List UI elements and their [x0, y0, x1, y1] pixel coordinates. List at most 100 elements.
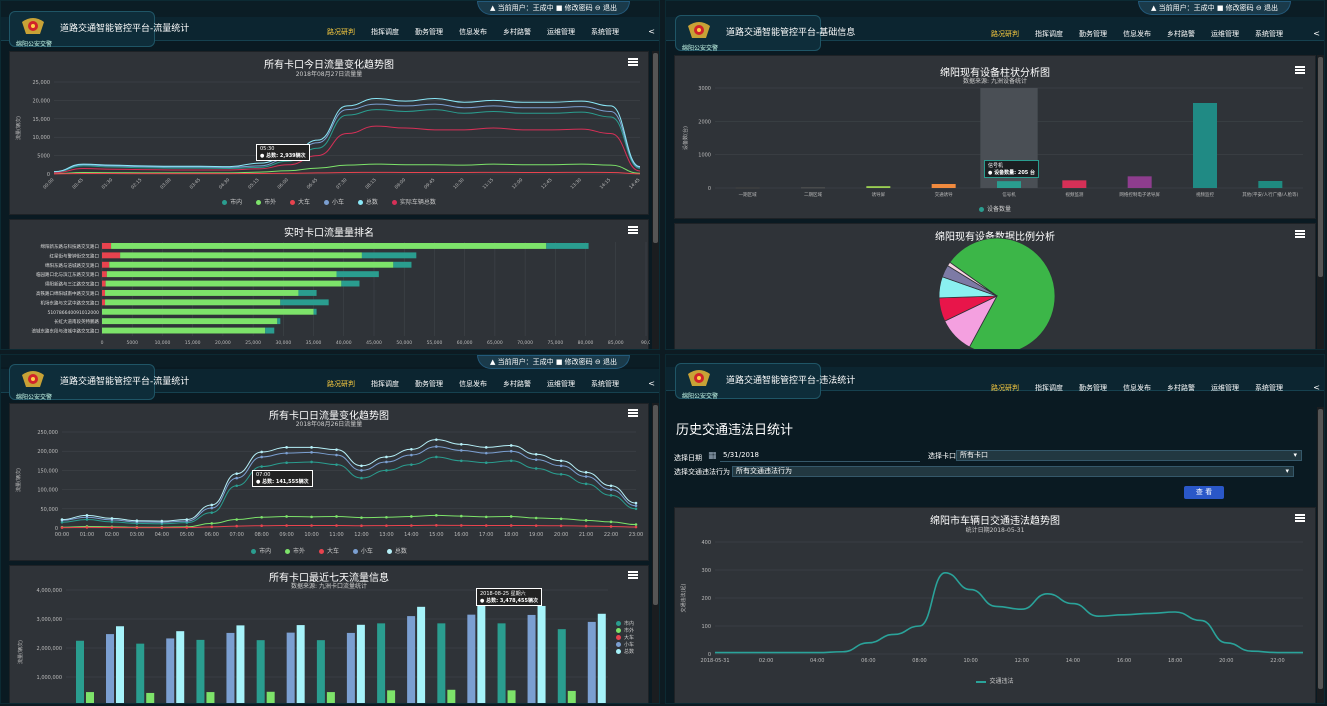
- nav-item-ops[interactable]: 运维管理: [547, 380, 575, 388]
- data-point: [85, 514, 89, 517]
- user-bar[interactable]: ▲ 当前用户：王成中 ■ 修改密码 ⊖ 退出: [477, 1, 630, 15]
- nav-item-duty[interactable]: 勤务管理: [415, 28, 443, 36]
- nav-item-duty[interactable]: 勤务管理: [415, 380, 443, 388]
- chart-menu-icon[interactable]: [628, 58, 638, 66]
- legend-item[interactable]: 市外: [285, 548, 305, 555]
- data-point: [285, 461, 288, 465]
- chart-panel-devices-bar: 绵阳现有设备柱状分析图 数据来源: 九洲设备统计 0 1000 2000 3000 设备…: [674, 55, 1316, 219]
- nav-item-traffic[interactable]: 路况研判: [327, 28, 355, 36]
- user-bar[interactable]: ▲ 当前用户：王成中 ■ 修改密码 ⊖ 退出: [1138, 1, 1291, 15]
- nav-item-info[interactable]: 信息发布: [1123, 30, 1151, 38]
- nav-item-ops[interactable]: 运维管理: [1211, 384, 1239, 392]
- nav-item-traffic[interactable]: 路况研判: [991, 30, 1019, 38]
- user-bar[interactable]: ▲ 当前用户：王成中 ■ 修改密码 ⊖ 退出: [477, 355, 630, 369]
- chart-menu-icon[interactable]: [1295, 514, 1305, 522]
- data-point: [410, 524, 413, 527]
- legend-item[interactable]: 设备数量: [978, 206, 1011, 213]
- legend-item[interactable]: 小车: [352, 548, 373, 555]
- data-point: [310, 446, 313, 449]
- series-line-实际车辆总数: [53, 125, 641, 174]
- nav-item-village[interactable]: 乡村路警: [1167, 30, 1195, 38]
- legend-item[interactable]: 总数: [616, 649, 634, 656]
- data-point: [559, 524, 563, 528]
- org-name: 绵阳公安交警: [682, 393, 719, 400]
- violation-line-chart: 0 100 200 300 400 交通违法(起) 2018-05-31 02:00 04:00…: [680, 540, 1303, 664]
- legend-item[interactable]: 大车: [318, 548, 339, 555]
- app-title: 道路交通智能管控平台-违法统计: [726, 376, 856, 386]
- x-tick-label: 其他(平安/人行广播/人脸等): [1242, 191, 1298, 198]
- legend-item[interactable]: 市内: [251, 548, 271, 555]
- chart-panel-today-flow: 所有卡口今日流量变化趋势图 2018年08月27日流量量 0 5000 10,000…: [9, 51, 649, 215]
- nav-item-duty[interactable]: 勤务管理: [1079, 384, 1107, 392]
- x-tick-label: 02:15: [130, 177, 144, 191]
- nav-item-system[interactable]: 系统管理: [591, 28, 619, 36]
- y-axis-label: 交通违法(起): [680, 584, 687, 613]
- chart-menu-icon[interactable]: [628, 226, 638, 234]
- nav-item-village[interactable]: 乡村路警: [1167, 384, 1195, 392]
- legend-item[interactable]: 交通违法: [976, 678, 1014, 685]
- view-button[interactable]: 查 看: [1184, 486, 1224, 499]
- data-point: [559, 517, 563, 521]
- scrollbar[interactable]: [652, 51, 659, 349]
- collapse-icon[interactable]: <: [648, 27, 655, 36]
- legend-item[interactable]: 市内: [222, 199, 242, 206]
- legend-item[interactable]: 大车: [616, 635, 634, 642]
- legend-item[interactable]: 市外: [256, 199, 276, 206]
- legend-item[interactable]: 市内: [616, 621, 634, 628]
- nav-item-info[interactable]: 信息发布: [459, 28, 487, 36]
- legend-item[interactable]: 小车: [616, 642, 634, 649]
- nav-item-traffic[interactable]: 路况研判: [327, 380, 355, 388]
- nav-item-dispatch[interactable]: 指挥调度: [371, 380, 399, 388]
- collapse-icon[interactable]: <: [648, 379, 655, 388]
- nav-item-ops[interactable]: 运维管理: [1211, 30, 1239, 38]
- gate-select[interactable]: 所有卡口 ▾: [956, 450, 1302, 461]
- nav-item-duty[interactable]: 勤务管理: [1079, 30, 1107, 38]
- data-point: [634, 525, 638, 529]
- nav-item-ops[interactable]: 运维管理: [547, 28, 575, 36]
- nav-item-info[interactable]: 信息发布: [1123, 384, 1151, 392]
- bar-总数: [176, 631, 185, 703]
- nav-item-dispatch[interactable]: 指挥调度: [371, 28, 399, 36]
- x-tick-label: 08:15: [364, 177, 378, 191]
- behavior-select[interactable]: 所有交通违法行为 ▾: [732, 466, 1294, 477]
- nav-item-traffic[interactable]: 路况研判: [991, 384, 1019, 392]
- calendar-icon[interactable]: ▦: [708, 451, 717, 461]
- bar-总数: [116, 626, 124, 703]
- legend-item[interactable]: 小车: [323, 199, 344, 206]
- chart-menu-icon[interactable]: [628, 571, 638, 579]
- x-tick-label: 45,000: [366, 340, 382, 346]
- bar-市外: [280, 299, 329, 306]
- chart-menu-icon[interactable]: [1295, 66, 1305, 74]
- data-point: [335, 524, 338, 527]
- legend-item[interactable]: 总数: [357, 199, 378, 206]
- nav-item-village[interactable]: 乡村路警: [503, 28, 531, 36]
- bar-市内: [105, 290, 299, 296]
- bar-市内: [109, 261, 394, 268]
- scrollbar[interactable]: [652, 403, 659, 703]
- nav-item-info[interactable]: 信息发布: [459, 380, 487, 388]
- data-point: [110, 520, 114, 524]
- legend-item[interactable]: 实际车辆总数: [391, 199, 436, 206]
- legend-item[interactable]: 大车: [290, 199, 310, 206]
- collapse-icon[interactable]: <: [1313, 29, 1320, 38]
- data-point: [634, 507, 638, 511]
- nav-item-dispatch[interactable]: 指挥调度: [1035, 384, 1063, 392]
- nav-item-dispatch[interactable]: 指挥调度: [1035, 30, 1063, 38]
- legend-item[interactable]: 总数: [386, 548, 407, 555]
- scrollbar[interactable]: [1317, 55, 1324, 349]
- date-input[interactable]: 5/31/2018: [720, 451, 920, 462]
- scrollbar[interactable]: [1317, 407, 1324, 703]
- x-tick-label: 14:00: [1066, 658, 1080, 664]
- y-axis-label: 流量(辆次): [15, 116, 22, 140]
- nav-item-system[interactable]: 系统管理: [1255, 30, 1283, 38]
- chart-menu-icon[interactable]: [1295, 230, 1305, 238]
- chart-menu-icon[interactable]: [628, 409, 638, 417]
- legend-item[interactable]: 市外: [616, 628, 634, 635]
- nav-item-village[interactable]: 乡村路警: [503, 380, 531, 388]
- data-point: [509, 524, 513, 527]
- data-point: [335, 463, 338, 466]
- collapse-icon[interactable]: <: [1313, 383, 1320, 392]
- data-point: [385, 460, 388, 464]
- nav-item-system[interactable]: 系统管理: [1255, 384, 1283, 392]
- nav-item-system[interactable]: 系统管理: [591, 380, 619, 388]
